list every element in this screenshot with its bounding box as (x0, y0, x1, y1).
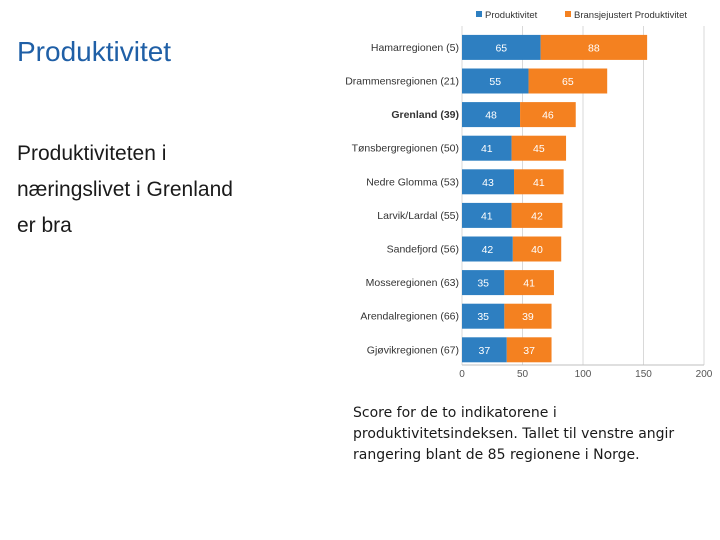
category-label: Nedre Glomma (53) (366, 176, 459, 188)
bar-bransjejustert (506, 337, 552, 363)
bar-bransjejustert (504, 303, 552, 329)
category-label: Larvik/Lardal (55) (377, 210, 459, 222)
bar-produktivitet (462, 270, 505, 296)
data-label: 39 (522, 311, 534, 323)
x-tick-label: 100 (575, 369, 592, 380)
bar-bransjejustert (540, 34, 648, 60)
data-label: 41 (481, 210, 493, 222)
data-label: 65 (562, 76, 574, 88)
data-label: 88 (588, 42, 600, 54)
data-label: 40 (531, 244, 543, 256)
bar-bransjejustert (528, 68, 608, 94)
bar-bransjejustert (512, 236, 562, 262)
data-label: 37 (523, 345, 535, 357)
bar-produktivitet (462, 135, 512, 161)
bar-bransjejustert (520, 102, 576, 128)
category-label: Drammensregionen (21) (345, 76, 459, 88)
data-label: 43 (482, 177, 494, 189)
x-tick-label: 150 (635, 369, 652, 380)
data-label: 48 (485, 110, 497, 122)
category-label: Gjøvikregionen (67) (367, 344, 459, 356)
bar-bransjejustert (511, 135, 567, 161)
category-label: Sandefjord (56) (387, 244, 459, 256)
bar-produktivitet (462, 236, 513, 262)
x-tick-label: 200 (696, 369, 713, 380)
data-label: 41 (523, 278, 535, 290)
data-label: 41 (481, 143, 493, 155)
category-label: Grenland (39) (391, 109, 459, 121)
data-label: 35 (477, 311, 489, 323)
bar-produktivitet (462, 102, 521, 128)
legend-label: Produktivitet (485, 10, 538, 21)
data-label: 46 (542, 110, 554, 122)
slide-title: Produktivitet (17, 36, 172, 67)
legend-swatch (565, 11, 571, 17)
data-label: 42 (531, 210, 543, 222)
bar-bransjejustert (504, 270, 554, 296)
bar-produktivitet (462, 337, 507, 363)
bar-bransjejustert (511, 202, 563, 228)
data-label: 45 (533, 143, 545, 155)
category-label: Arendalregionen (66) (360, 311, 459, 323)
x-tick-label: 0 (459, 369, 465, 380)
bar-bransjejustert (514, 169, 564, 195)
bar-produktivitet (462, 202, 512, 228)
bar-produktivitet (462, 303, 505, 329)
chart-caption: Score for de to indikatorene i produktiv… (353, 405, 675, 463)
stacked-bar-chart: 0 50 100 150 200 Produktivitet Bransjejustert … (345, 10, 713, 380)
slide-body-text: Produktiviteten i næringslivet i Grenlan… (17, 142, 233, 237)
x-tick-label: 50 (517, 369, 529, 380)
data-label: 41 (533, 177, 545, 189)
data-label: 65 (495, 42, 507, 54)
legend-swatch (476, 11, 482, 17)
data-label: 37 (479, 345, 491, 357)
data-label: 35 (477, 278, 489, 290)
category-label: Hamarregionen (5) (371, 42, 459, 54)
bar-produktivitet (462, 34, 541, 60)
category-label: Tønsbergregionen (50) (352, 143, 459, 155)
legend-label: Bransjejustert Produktivitet (574, 10, 687, 21)
bar-produktivitet (462, 169, 515, 195)
data-label: 55 (489, 76, 501, 88)
bar-produktivitet (462, 68, 529, 94)
category-label: Mosseregionen (63) (366, 277, 459, 289)
data-label: 42 (482, 244, 494, 256)
